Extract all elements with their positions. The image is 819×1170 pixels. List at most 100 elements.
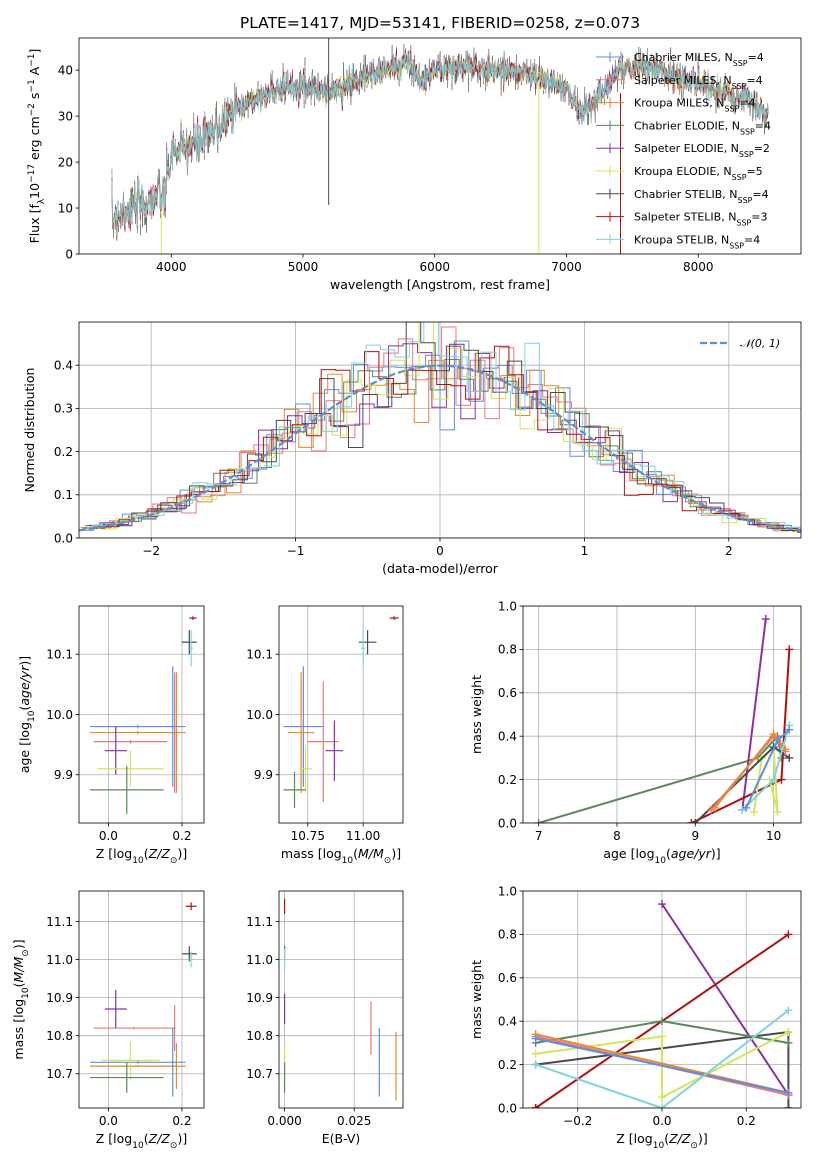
weight-marker (784, 1006, 793, 1015)
errorbar-point (360, 630, 366, 667)
x-tick-label: 0.2 (737, 1114, 756, 1128)
plot-area (523, 891, 801, 1108)
y-tick-label: 0 (65, 247, 73, 261)
errorbar-point (90, 730, 186, 735)
x-tick-label: 5000 (288, 260, 319, 274)
weight-marker (658, 900, 666, 909)
errorbar-point (298, 744, 313, 793)
weight-marker (784, 1088, 793, 1097)
weight-marker (773, 736, 782, 745)
x-tick-label: 0.0 (652, 1114, 671, 1128)
y-tick-label: 11.1 (46, 915, 73, 929)
weight-marker (785, 645, 794, 654)
plot-area (279, 606, 403, 823)
legend-label: Chabrier ELODIE, NSSP=4 (634, 119, 771, 136)
weight-marker (761, 615, 770, 624)
y-axis-label: mass weight (469, 960, 484, 1039)
errorbar-point (173, 1005, 176, 1051)
x-tick-label: 10.75 (291, 829, 325, 843)
y-tick-label: 0.2 (498, 1058, 517, 1072)
figure-title: PLATE=1417, MJD=53141, FIBERID=0258, z=0… (240, 14, 640, 32)
errorbar-point (185, 902, 197, 911)
x-tick-label: 11.00 (346, 829, 380, 843)
x-tick-label: −0.2 (563, 1114, 592, 1128)
weight-marker (534, 819, 543, 823)
x-tick-label: 6000 (419, 260, 450, 274)
errorbar-point (181, 946, 197, 962)
y-tick-label: 10.7 (246, 1067, 273, 1081)
y-tick-label: 10.0 (246, 708, 273, 722)
y-tick-label: 10.8 (46, 1029, 73, 1043)
errorbar-point (104, 989, 127, 1029)
y-tick-label: 10.1 (46, 648, 73, 662)
weight-marker (531, 1049, 540, 1058)
errorbar-point (175, 1043, 178, 1089)
weight-marker (687, 819, 696, 823)
x-tick-label: 7000 (551, 260, 582, 274)
x-tick-label: 0.0 (99, 829, 118, 843)
errorbar-point (307, 681, 339, 802)
weight-marker (785, 753, 794, 762)
legend-label: Salpeter STELIB, NSSP=3 (634, 211, 767, 228)
errorbar-point (97, 750, 164, 787)
x-tick-label: 0.2 (172, 1114, 191, 1128)
weight-marker (777, 775, 786, 784)
y-tick-label: 0.2 (54, 445, 73, 459)
weight-series (531, 1017, 793, 1047)
x-tick-label: 0.2 (172, 829, 191, 843)
y-tick-label: 20 (58, 155, 73, 169)
weight-marker (531, 1060, 540, 1069)
weight-marker (658, 1093, 666, 1102)
panel-massweight-vs-age: 7 8 9 10 0.0 0.2 0.4 0.6 0.8 1.0 age [log10(age/yr… (469, 599, 802, 866)
weight-series (710, 730, 790, 812)
y-tick-label: 10.7 (46, 1067, 73, 1081)
y-tick-label: 0.4 (498, 730, 517, 744)
legend-label: 𝒩(0, 1) (740, 337, 780, 350)
y-tick-label: 0.3 (54, 402, 73, 416)
errorbar-point (358, 630, 377, 655)
y-tick-label: 10.9 (246, 991, 273, 1005)
weight-line (538, 734, 783, 823)
errorbar-point (325, 720, 344, 781)
errorbar-point (389, 616, 399, 620)
weight-series (687, 645, 794, 823)
weight-marker (784, 1028, 793, 1037)
x-tick-label: 2 (725, 544, 733, 558)
axes-frame (278, 890, 404, 1109)
y-tick-label: 1.0 (498, 599, 517, 613)
panel-massweight-vs-Z: −0.2 0.0 0.2 0.0 0.2 0.4 0.6 0.8 1.0 Z [log10(Z/Z… (469, 884, 802, 1151)
weight-line (741, 618, 767, 811)
panel-age-vs-Z: 0.0 0.2 9.9 10.0 10.1 Z [log10(Z/Z⊙)] age [log… (17, 605, 205, 866)
y-tick-label: 10.9 (46, 991, 73, 1005)
errorbar-point (104, 726, 127, 775)
y-axis-label: age [log10(age/yr)] (17, 656, 37, 773)
x-tick-label: −1 (287, 544, 305, 558)
axes-frame (522, 890, 802, 1109)
weight-marker (785, 725, 794, 734)
x-tick-label: 9 (691, 829, 699, 843)
weight-marker (769, 775, 778, 784)
panel-spectrum: 4000 5000 6000 7000 8000 0 10 20 30 40 wavelength … (27, 37, 802, 292)
weight-marker (531, 1104, 540, 1108)
x-axis-label: Z [log10(Z/Z⊙)] (96, 1131, 187, 1151)
x-tick-label: 10 (766, 829, 781, 843)
weight-marker (769, 730, 778, 739)
axes-frame (78, 321, 802, 539)
y-tick-label: 0.1 (54, 488, 73, 502)
weight-marker (784, 1038, 793, 1047)
plot-area (111, 38, 769, 254)
axes-frame (78, 890, 205, 1109)
y-tick-label: 11.0 (246, 953, 273, 967)
errorbar-point (175, 672, 178, 793)
y-tick-label: 0.6 (498, 686, 517, 700)
plot-area (79, 606, 204, 823)
errorbar-point (189, 616, 197, 620)
errorbar-point (90, 1061, 186, 1064)
y-tick-label: 0.0 (498, 816, 517, 830)
axes-frame (522, 605, 802, 824)
y-tick-label: 11.0 (46, 953, 73, 967)
x-tick-label: 4000 (156, 260, 187, 274)
errorbar-point (283, 771, 306, 808)
axes-frame (78, 605, 205, 824)
